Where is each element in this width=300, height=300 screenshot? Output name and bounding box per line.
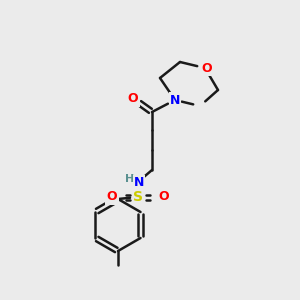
Text: O: O bbox=[202, 61, 212, 74]
Text: O: O bbox=[128, 92, 138, 106]
Text: S: S bbox=[133, 190, 143, 204]
Text: H: H bbox=[125, 174, 135, 184]
Text: N: N bbox=[170, 94, 180, 106]
Text: O: O bbox=[107, 190, 117, 203]
Text: O: O bbox=[159, 190, 169, 203]
Text: N: N bbox=[134, 176, 144, 190]
